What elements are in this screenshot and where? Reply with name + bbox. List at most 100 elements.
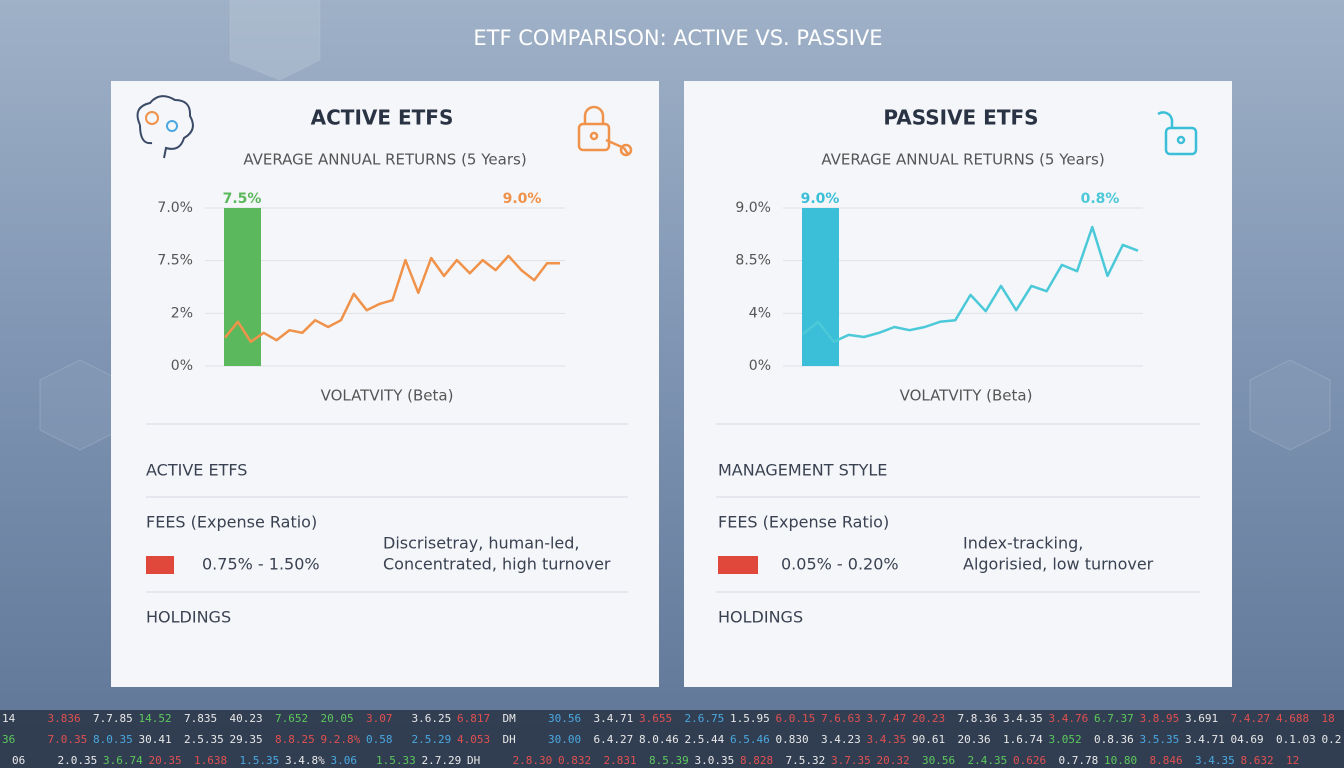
- ticker-item: 3.8.95: [1140, 712, 1180, 725]
- ticker-item: 3.07: [366, 712, 393, 725]
- bar: [224, 208, 261, 366]
- ticker-item: 3.0.35: [695, 754, 735, 767]
- ticker-item: 0.7.78: [1059, 754, 1099, 767]
- line-annotation: 0.8%: [1081, 191, 1120, 207]
- ticker-item: 2.5.44: [685, 733, 725, 746]
- panel: [111, 81, 659, 687]
- ticker-item: 18: [1322, 712, 1335, 725]
- chart-title: AVERAGE ANNUAL RETURNS (5 Years): [243, 151, 526, 169]
- fee-range: 0.05% - 0.20%: [781, 555, 899, 574]
- ticker-item: DH: [467, 754, 480, 767]
- ticker-item: 12: [1286, 754, 1299, 767]
- ticker-item: 4.688: [1276, 712, 1309, 725]
- y-tick-label: 7.0%: [157, 200, 193, 216]
- ticker-item: 8.828: [740, 754, 773, 767]
- ticker-item: 0.830: [776, 733, 809, 746]
- line-series: [224, 254, 560, 344]
- section-label: HOLDINGS: [146, 608, 231, 627]
- ticker-item: 3.7.47: [867, 712, 907, 725]
- ticker-item: 8.632: [1241, 754, 1274, 767]
- ticker-item: 20.23: [912, 712, 945, 725]
- ticker-item: 3.4.71: [1185, 733, 1225, 746]
- ticker-item: 14.52: [139, 712, 172, 725]
- ticker-item: 2.8.30: [513, 754, 553, 767]
- ticker-item: 3.4.71: [594, 712, 634, 725]
- ticker-item: 20.32: [877, 754, 910, 767]
- ticker-item: 0.626: [1013, 754, 1046, 767]
- ticker-item: 8.8.25: [275, 733, 315, 746]
- ticker-item: 3.6.25: [412, 712, 452, 725]
- ticker-item: 1.5.95: [730, 712, 770, 725]
- ticker-item: 7.6.63: [821, 712, 861, 725]
- unlock-icon: [1157, 111, 1198, 156]
- y-tick-label: 2%: [171, 305, 193, 321]
- ticker-item: 1.638: [194, 754, 227, 767]
- ticker-item: 3.836: [48, 712, 81, 725]
- brain-icon: [136, 95, 194, 159]
- ticker-item: 9.2.8%: [321, 733, 361, 746]
- ticker-item: 7.8.36: [958, 712, 998, 725]
- ticker-item: 3.052: [1049, 733, 1082, 746]
- ticker-item: 30.41: [139, 733, 172, 746]
- ticker-item: DH: [503, 733, 516, 746]
- ticker-item: 7.652: [275, 712, 308, 725]
- ticker-item: 2.0.35: [58, 754, 98, 767]
- ticker-item: 7.835: [184, 712, 217, 725]
- ticker-item: DM: [503, 712, 517, 725]
- ticker-band: [0, 710, 1344, 768]
- ticker-item: 29.35: [230, 733, 263, 746]
- page-title: ETF COMPARISON: ACTIVE VS. PASSIVE: [473, 26, 882, 50]
- ticker-item: 40.23: [230, 712, 263, 725]
- section-label: ACTIVE ETFS: [146, 461, 247, 480]
- ticker-item: 8.0.35: [93, 733, 133, 746]
- ticker-item: 6.5.46: [730, 733, 770, 746]
- ticker-item: 3.06: [331, 754, 358, 767]
- ticker-item: 3.4.23: [821, 733, 861, 746]
- ticker-item: 30.00: [548, 733, 581, 746]
- ticker-item: 0.2: [1322, 733, 1342, 746]
- fee-range: 0.75% - 1.50%: [202, 555, 320, 574]
- ticker-item: 30.56: [548, 712, 581, 725]
- section-label: MANAGEMENT STYLE: [718, 461, 887, 480]
- ticker-item: 06: [12, 754, 25, 767]
- panel-heading: ACTIVE ETFS: [311, 106, 454, 130]
- x-axis-label: VOLATVITY (Beta): [321, 387, 454, 405]
- ticker-item: 0.58: [366, 733, 393, 746]
- y-tick-label: 7.5%: [157, 253, 193, 269]
- ticker-item: 2.5.29: [412, 733, 452, 746]
- ticker-item: 2.5.35: [184, 733, 224, 746]
- ticker-item: 7.4.27: [1231, 712, 1271, 725]
- ticker-item: 6.0.15: [776, 712, 816, 725]
- ticker-item: 0.8.36: [1094, 733, 1134, 746]
- x-axis-label: VOLATVITY (Beta): [900, 387, 1033, 405]
- ticker-item: 20.05: [321, 712, 354, 725]
- ticker-item: 3.5.35: [1140, 733, 1180, 746]
- line-series: [802, 225, 1139, 344]
- ticker-item: 1.6.74: [1003, 733, 1043, 746]
- ticker-item: 14: [2, 712, 16, 725]
- style-text: Algorisied, low turnover: [963, 555, 1154, 574]
- ticker-item: 0.1.03: [1276, 733, 1316, 746]
- panel-heading: PASSIVE ETFS: [883, 106, 1038, 130]
- lock-icon: [577, 105, 633, 157]
- ticker-item: 8.846: [1150, 754, 1183, 767]
- style-text: Discrisetray, human-led,: [383, 534, 580, 553]
- fee-swatch: [146, 556, 174, 574]
- style-text: Index-tracking,: [963, 534, 1083, 553]
- ticker-item: 3.4.35: [1195, 754, 1235, 767]
- y-tick-label: 8.5%: [735, 253, 771, 269]
- bar-annotation: 9.0%: [801, 191, 840, 207]
- y-tick-label: 9.0%: [735, 200, 771, 216]
- ticker-item: 36: [2, 733, 15, 746]
- section-label: FEES (Expense Ratio): [718, 513, 889, 532]
- section-label: FEES (Expense Ratio): [146, 513, 317, 532]
- ticker-item: 20.35: [149, 754, 182, 767]
- ticker-item: 3.4.8%: [285, 754, 325, 767]
- ticker-item: 4.053: [457, 733, 490, 746]
- fee-swatch: [718, 556, 758, 574]
- ticker-item: 7.0.35: [48, 733, 88, 746]
- y-tick-label: 4%: [749, 305, 771, 321]
- ticker-item: 30.56: [922, 754, 955, 767]
- ticker-item: 6.817: [457, 712, 490, 725]
- ticker-item: 6.4.27: [594, 733, 634, 746]
